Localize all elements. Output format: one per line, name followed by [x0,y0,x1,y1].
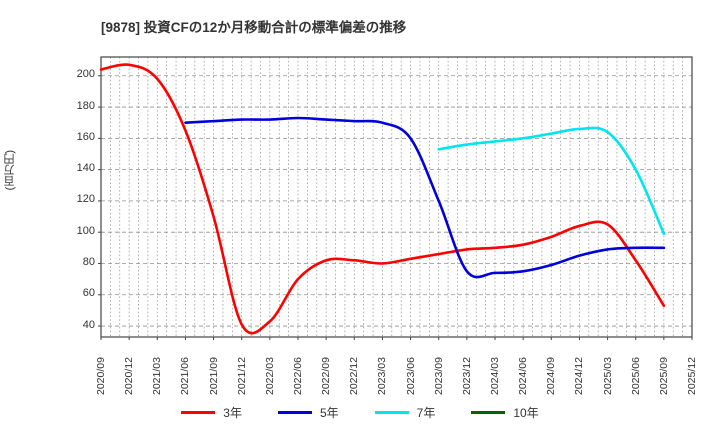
x-tick-label: 2021/09 [207,357,220,395]
chart-legend: 3年 5年 7年 10年 [0,404,720,421]
x-tick-label: 2020/09 [95,357,107,395]
x-tick-label: 2020/12 [123,357,136,395]
x-tick-label: 2024/09 [545,357,558,395]
legend-item-7年[interactable]: 7年 [374,404,436,421]
legend-swatch-icon [181,411,216,414]
x-tick-label: 2023/09 [432,357,445,395]
x-tick-label: 2023/03 [376,357,389,395]
legend-label: 10年 [513,406,539,420]
y-tick-label: 40 [82,318,95,331]
y-tick-label: 160 [76,130,95,143]
y-tick-label: 60 [82,287,95,300]
legend-swatch-icon [277,411,312,414]
x-tick-label: 2021/03 [151,357,164,395]
y-tick-label: 120 [76,193,95,206]
legend-label: 7年 [416,406,436,420]
legend-label: 3年 [223,406,242,420]
x-tick-label: 2021/06 [179,357,192,395]
x-tick-label: 2022/12 [348,357,361,395]
y-tick-label: 100 [76,224,95,237]
legend-swatch-icon [471,411,506,414]
x-tick-label: 2023/06 [404,357,417,395]
series-line-7年 [437,126,666,236]
series-line-3年 [99,63,666,335]
x-tick-label: 2025/12 [686,357,698,395]
y-tick-label: 180 [76,99,95,112]
x-tick-label: 2022/09 [320,357,333,395]
series-line-5年 [184,116,666,279]
x-tick-label: 2023/12 [460,357,473,395]
legend-item-5年[interactable]: 5年 [277,404,339,421]
y-tick-label: 80 [82,255,95,268]
x-tick-label: 2025/09 [657,357,670,395]
x-tick-label: 2022/03 [263,357,276,395]
x-tick-label: 2024/06 [517,357,530,395]
legend-label: 5年 [319,406,339,420]
x-tick-label: 2021/12 [235,357,248,395]
legend-swatch-icon [374,411,409,414]
x-tick-label: 2025/06 [629,357,642,395]
y-tick-label: 200 [76,68,95,81]
x-tick-label: 2022/06 [292,357,304,395]
legend-item-3年[interactable]: 3年 [181,404,242,421]
x-tick-label: 2024/03 [489,357,501,395]
x-tick-label: 2025/03 [601,357,614,395]
legend-item-10年[interactable]: 10年 [471,404,539,421]
x-tick-label: 2024/12 [573,357,586,395]
y-tick-label: 140 [76,162,95,175]
chart-title: [9878] 投資CFの12か月移動合計の標準偏差の推移 [101,20,407,35]
